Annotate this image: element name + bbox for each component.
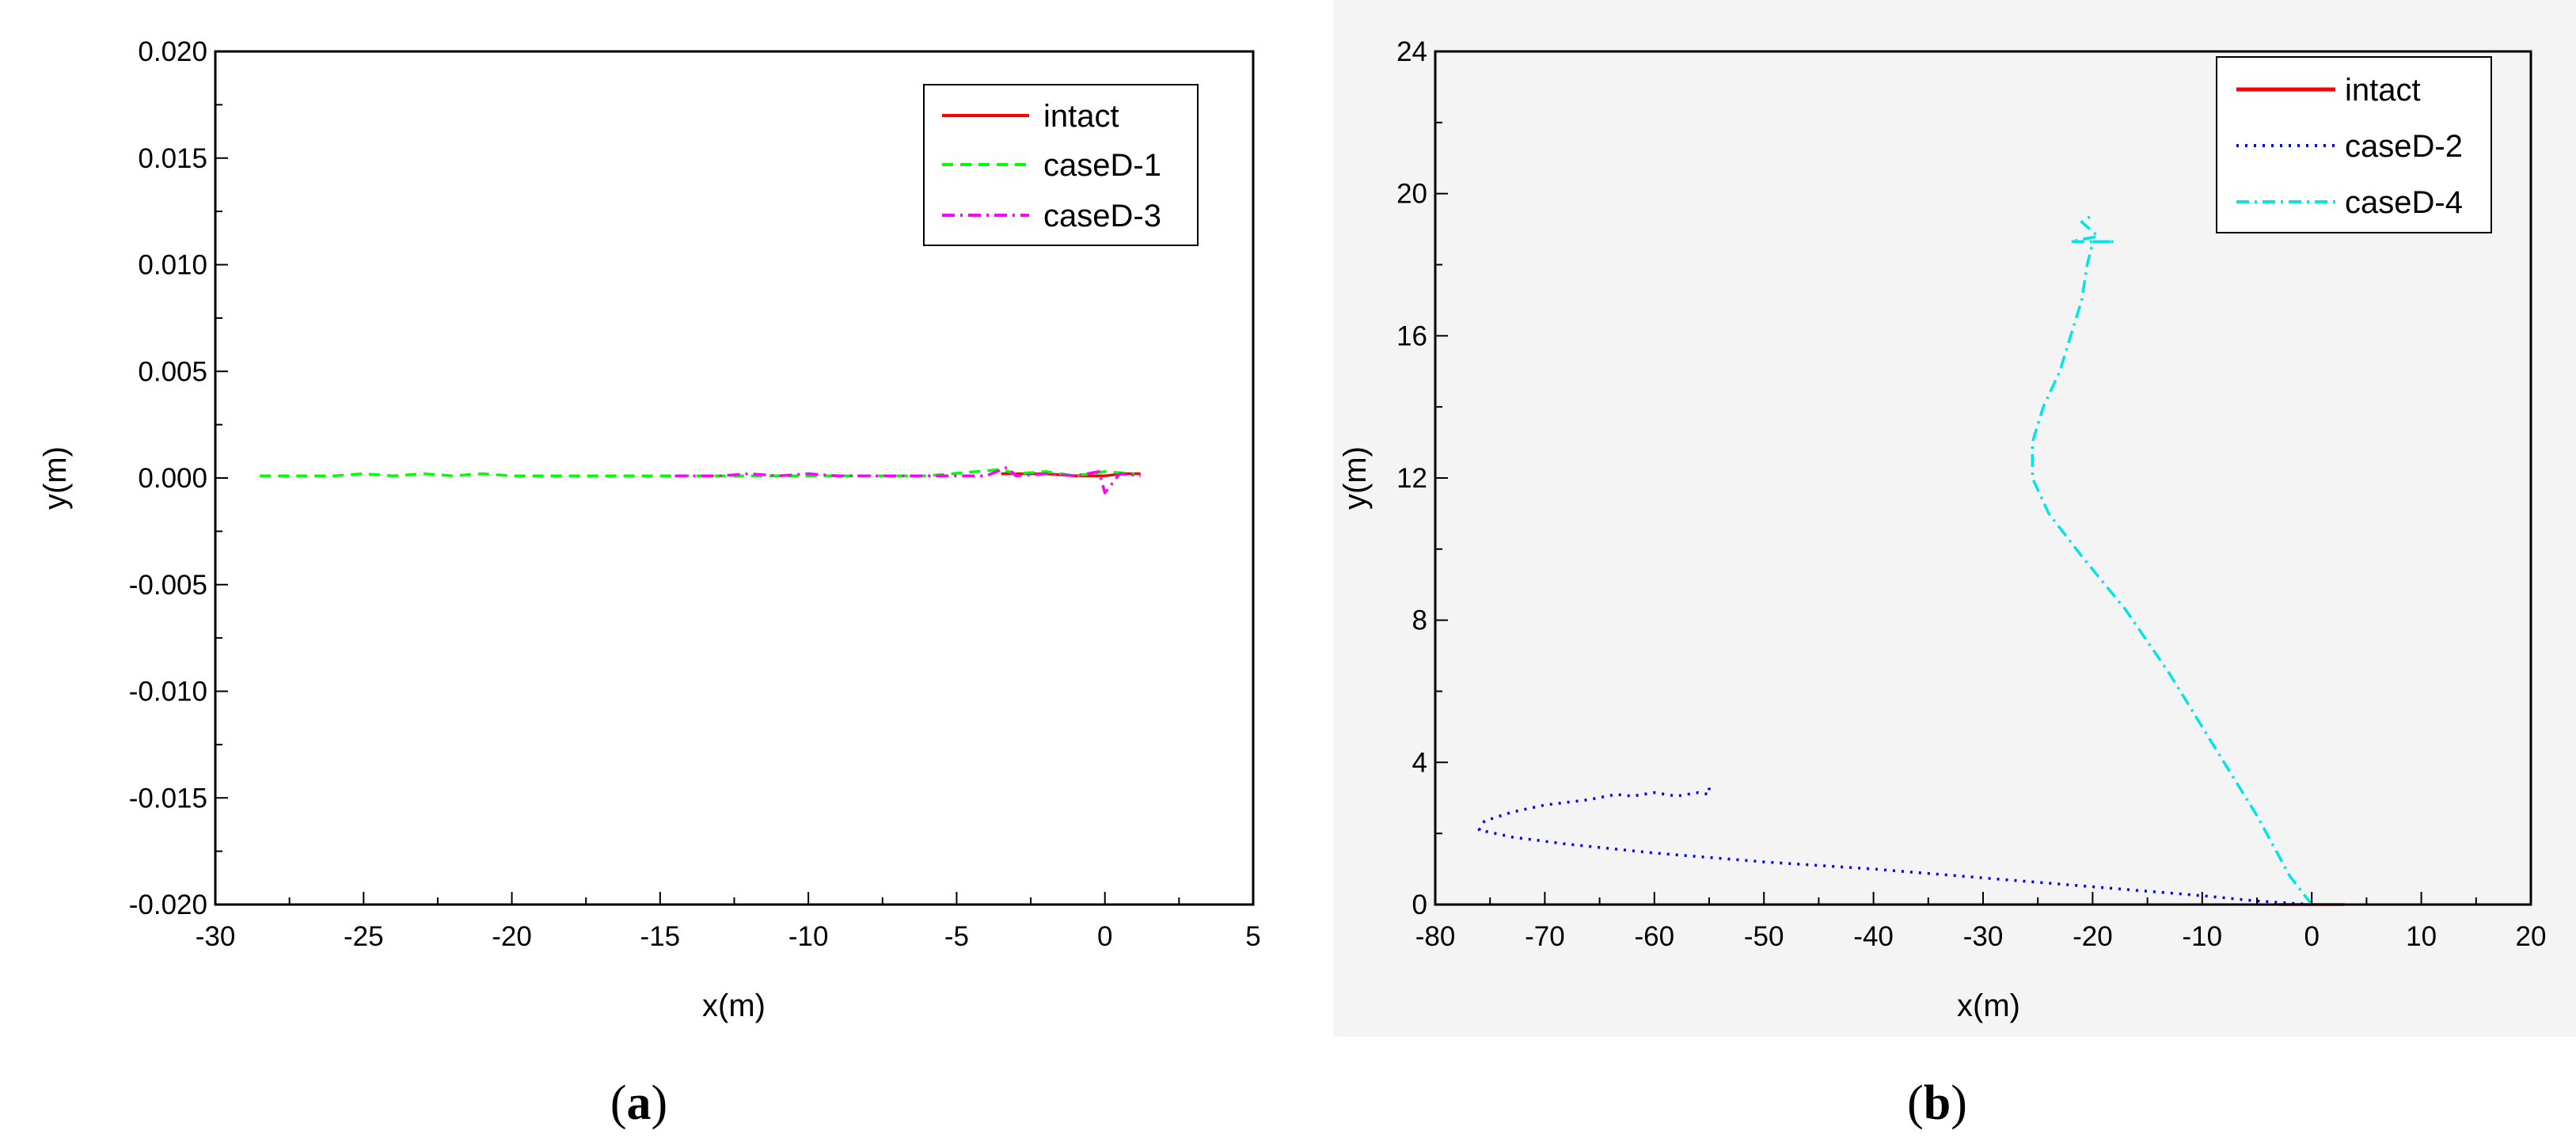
panel-b-x-tick-label: -70 bbox=[1525, 921, 1565, 952]
panel-b-x-tick-label: 20 bbox=[2516, 921, 2547, 952]
panel-a-x-axis-title: x(m) bbox=[702, 988, 766, 1023]
panel-a-caption: (a) bbox=[610, 1076, 667, 1130]
panel-b-y-tick-label: 8 bbox=[1412, 605, 1427, 636]
panel-a-y-tick-label: 0.020 bbox=[138, 36, 207, 67]
panel-b-axis-ticks: -80 -70 -60 -50 -40 -30 -20 -10 0 10 20 0 4 8 12 16 20 24 bbox=[1396, 36, 2546, 952]
panel-a-y-tick-label: -0.020 bbox=[129, 890, 207, 920]
panel-b-series-caseD-4 bbox=[2031, 214, 2313, 906]
panel-a-legend-label-caseD-3: caseD-3 bbox=[1043, 199, 1161, 233]
panel-a-x-tick-label: -5 bbox=[944, 921, 969, 952]
panel-a: -30 -25 -20 -15 -10 -5 0 5 -0.020 -0.015 -0.010 -0.… bbox=[0, 0, 1267, 1138]
panel-b-y-tick-label: 0 bbox=[1412, 890, 1427, 920]
panel-a-x-tick-label: -25 bbox=[344, 921, 384, 952]
panel-b-legend-box bbox=[2216, 56, 2492, 233]
panel-a-legend-label-caseD-1: caseD-1 bbox=[1043, 148, 1161, 183]
panel-a-plot-lines bbox=[260, 465, 1141, 495]
panel-b-x-tick-label: -40 bbox=[1853, 921, 1894, 952]
panel-a-y-tick-label: -0.010 bbox=[129, 677, 207, 707]
panel-b-x-tick-label: -20 bbox=[2073, 921, 2113, 952]
panel-b-y-axis-title: y(m) bbox=[1338, 446, 1373, 510]
panel-b-y-tick-label: 4 bbox=[1412, 747, 1427, 778]
panel-a-x-tick-label: -20 bbox=[492, 921, 532, 952]
panel-b-y-tick-label: 16 bbox=[1396, 321, 1427, 351]
panel-a-x-tick-label: 5 bbox=[1245, 921, 1260, 952]
panel-b-x-tick-label: -60 bbox=[1635, 921, 1675, 952]
panel-b-x-tick-label: -50 bbox=[1744, 921, 1784, 952]
panel-a-caption-close: ) bbox=[652, 1076, 668, 1130]
panel-b-caption-letter: b bbox=[1924, 1076, 1951, 1130]
panel-b-x-tick-label: -80 bbox=[1415, 921, 1456, 952]
panel-a-x-tick-label: 0 bbox=[1097, 921, 1112, 952]
panel-b-y-tick-label: 20 bbox=[1396, 179, 1427, 210]
panel-b-legend-label-intact: intact bbox=[2345, 73, 2421, 108]
panel-b-caption: (b) bbox=[1907, 1076, 1967, 1130]
panel-b-x-tick-label: -10 bbox=[2183, 921, 2223, 952]
panel-a-legend: intact caseD-1 caseD-3 bbox=[923, 84, 1199, 246]
panel-b-legend: intact caseD-2 caseD-4 bbox=[2216, 56, 2492, 233]
panel-a-x-tick-label: -30 bbox=[196, 921, 236, 952]
panel-a-series-caseD-3 bbox=[674, 465, 1141, 495]
panel-a-axis-ticks: -30 -25 -20 -15 -10 -5 0 5 -0.020 -0.015 -0.010 -0.… bbox=[129, 36, 1261, 952]
panel-a-y-tick-label: -0.015 bbox=[129, 783, 207, 814]
panel-a-y-axis-title: y(m) bbox=[38, 446, 73, 510]
panel-a-series-caseD-1 bbox=[260, 468, 1135, 478]
panel-b-caption-open: ( bbox=[1907, 1076, 1924, 1130]
panel-b-legend-label-caseD-4: caseD-4 bbox=[2345, 185, 2463, 220]
panel-a-y-tick-label: -0.005 bbox=[129, 570, 207, 601]
panel-b-caption-close: ) bbox=[1951, 1076, 1967, 1130]
panel-a-y-tick-label: 0.015 bbox=[138, 143, 207, 174]
panel-b-y-tick-label: 24 bbox=[1396, 36, 1427, 67]
panel-b-x-tick-label: -30 bbox=[1963, 921, 2004, 952]
panel-a-caption-letter: a bbox=[627, 1076, 652, 1130]
panel-b-legend-label-caseD-2: caseD-2 bbox=[2345, 129, 2463, 164]
panel-b-x-tick-label: 0 bbox=[2304, 921, 2319, 952]
panel-a-y-tick-label: 0.005 bbox=[138, 356, 207, 387]
panel-a-y-tick-label: 0.000 bbox=[138, 463, 207, 494]
panel-b-y-tick-label: 12 bbox=[1396, 463, 1427, 494]
panel-a-x-tick-label: -10 bbox=[788, 921, 829, 952]
panel-b-x-tick-label: 10 bbox=[2406, 921, 2437, 952]
panel-a-caption-open: ( bbox=[610, 1076, 627, 1130]
panel-b-x-axis-title: x(m) bbox=[1957, 988, 2020, 1023]
panel-a-legend-label-intact: intact bbox=[1043, 99, 1119, 134]
panel-a-x-tick-label: -15 bbox=[640, 921, 681, 952]
panel-b: -80 -70 -60 -50 -40 -30 -20 -10 0 10 20 0 4 8 12 16 20 24… bbox=[1333, 0, 2576, 1130]
panel-a-y-tick-label: 0.010 bbox=[138, 250, 207, 281]
